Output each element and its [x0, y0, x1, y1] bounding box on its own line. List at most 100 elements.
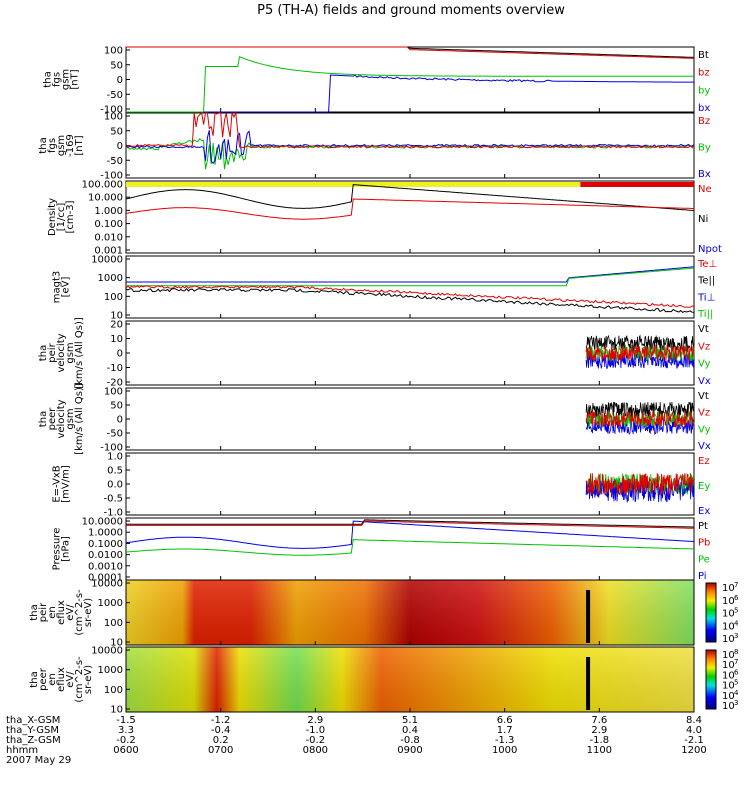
- orbit-value: -1.8: [590, 735, 610, 746]
- colorbar-exp: 5: [734, 607, 738, 615]
- y-axis-label: Density[1/cc][cm-3]: [47, 198, 76, 236]
- orbit-date: 2007 May 29: [6, 755, 71, 766]
- mode-bar-fast: [580, 182, 694, 187]
- legend-entry: By: [698, 143, 711, 154]
- orbit-value: -0.4: [211, 725, 231, 736]
- y-tick-label: 10: [110, 705, 123, 716]
- orbit-value: 1100: [587, 745, 612, 756]
- y-axis-label-line: Pressure: [52, 528, 63, 571]
- panel-temp: 10000 1000 100 10 magt3[eV] Te⊥ Te|| Ti⊥ Ti||: [52, 255, 718, 322]
- y-axis-label: thapeervelocitygsm[km/s (All Qs)]: [38, 383, 85, 455]
- legend-entry: Pb: [698, 538, 710, 549]
- legend-entry: Vz: [698, 341, 710, 352]
- orbit-row-label: hhmm: [6, 745, 38, 756]
- y-axis-label-line: tha: [38, 137, 49, 153]
- orbit-value: -0.2: [116, 735, 136, 746]
- panels: 100500-50-100thafgsgsm[nT]Btbzbybx100500…: [29, 46, 739, 716]
- data-gap-bar: [586, 657, 591, 710]
- colorbar-tick: 10: [722, 609, 735, 620]
- y-axis-label-line: tha: [29, 604, 40, 620]
- trace-peir_vel-3: [585, 343, 695, 362]
- legend-entry: Ti⊥: [697, 292, 715, 303]
- y-axis-label-line: [km/s (All Qs)]: [74, 317, 85, 389]
- orbit-value: 2.9: [307, 715, 323, 726]
- y-tick-label: 0.0010: [88, 561, 123, 572]
- legend-entry: Vy: [698, 359, 711, 370]
- legend-entry: Vx: [698, 441, 711, 452]
- y-axis-label-line: peer: [47, 407, 58, 431]
- colorbar-tick: 10: [722, 681, 735, 692]
- y-tick-label: 0.0: [107, 480, 123, 491]
- orbit-value: 8.4: [686, 715, 702, 726]
- y-tick-label: 10.000: [88, 193, 123, 204]
- panel-frame: [125, 387, 695, 451]
- y-axis-label-line: [nT]: [70, 69, 81, 89]
- y-axis-label-line: peer: [38, 667, 49, 691]
- y-tick-label: 1.0: [107, 452, 123, 463]
- y-tick-label: -50: [107, 429, 123, 440]
- y-axis-label-line: [eV]: [61, 277, 72, 298]
- y-tick-label: -20: [107, 378, 123, 389]
- panel-frame: [125, 255, 695, 319]
- y-tick-label: -50: [107, 156, 123, 167]
- y-tick-label: 1000: [98, 273, 123, 284]
- y-axis-label-line: E=-VxB: [52, 465, 63, 502]
- trace-efield-2: [585, 472, 695, 495]
- spectrogram-shade: [126, 580, 694, 645]
- y-axis-label-line: gsm: [65, 408, 76, 429]
- legend-entry: Vt: [698, 391, 709, 402]
- y-tick-label: 0: [117, 141, 123, 152]
- legend-entry: Te||: [697, 276, 715, 287]
- trace-fgs_rot-1: [125, 130, 695, 164]
- legend-entry: Ti||: [697, 309, 713, 320]
- colorbar-tick: 10: [722, 583, 735, 594]
- orbit-value: 1.7: [497, 725, 513, 736]
- orbit-value: 4.0: [686, 725, 702, 736]
- panel-fgs_rot: 100 50 0 -50 -100 thafgsgsm-169[nT] Bz By Bx: [38, 112, 711, 182]
- y-axis-label-line: gsm: [61, 69, 72, 90]
- panel-density: 100.000 10.000 1.000 0.100 0.010 0.001 Density…: [47, 180, 722, 257]
- legend-entry: Npot: [698, 244, 722, 255]
- trace-pressure-0: [125, 520, 695, 549]
- y-axis-label-line: sr-eV): [83, 665, 94, 694]
- orbit-value: 0700: [208, 745, 233, 756]
- colorbar-exp: 6: [734, 594, 739, 602]
- y-axis-label: magt3[eV]: [52, 271, 72, 304]
- y-tick-label: 0.5: [107, 466, 123, 477]
- y-axis-label: Pressure[nPa]: [52, 528, 72, 571]
- orbit-value: -0.8: [400, 735, 420, 746]
- y-axis-label-line: sr-eV): [83, 598, 94, 627]
- trace-pressure-1: [125, 539, 695, 556]
- orbit-value: 5.1: [402, 715, 418, 726]
- trace-temp-3: [125, 287, 695, 314]
- y-axis-label-line: [mV/m]: [61, 465, 72, 503]
- y-tick-label: 1.0000: [88, 528, 123, 539]
- legend-entry: Bz: [698, 116, 710, 127]
- y-tick-label: 1000: [98, 665, 123, 676]
- legend-entry: Bt: [698, 50, 709, 61]
- colorbar-tick: 10: [722, 621, 735, 632]
- y-tick-label: 10: [110, 311, 123, 322]
- legend-entry: Vx: [698, 376, 711, 387]
- colorbar-peer_spec: [705, 649, 717, 710]
- y-tick-label: 10000: [91, 646, 123, 657]
- colorbar-exp: 3: [734, 699, 738, 707]
- y-tick-label: 0.100: [94, 219, 123, 230]
- y-axis-label-line: tha: [43, 71, 54, 87]
- y-tick-label: -10: [107, 363, 123, 374]
- y-tick-label: 10: [110, 638, 123, 649]
- y-tick-label: 50: [110, 126, 123, 137]
- trace-fgs-0: [126, 74, 694, 113]
- colorbar-exp: 3: [734, 632, 738, 640]
- colorbar-exp: 4: [734, 689, 739, 697]
- chart-title: P5 (TH-A) fields and ground moments over…: [257, 3, 565, 18]
- y-tick-label: 100.000: [82, 180, 123, 191]
- y-tick-label: -1.0: [103, 508, 123, 519]
- y-axis-label: thafgsgsm-169[nT]: [38, 134, 85, 157]
- y-tick-label: 100: [104, 685, 123, 696]
- colorbar-exp: 5: [734, 679, 738, 687]
- trace-density-0: [125, 184, 695, 211]
- legend-entry: Pt: [698, 521, 708, 532]
- panel-frame: [125, 517, 695, 581]
